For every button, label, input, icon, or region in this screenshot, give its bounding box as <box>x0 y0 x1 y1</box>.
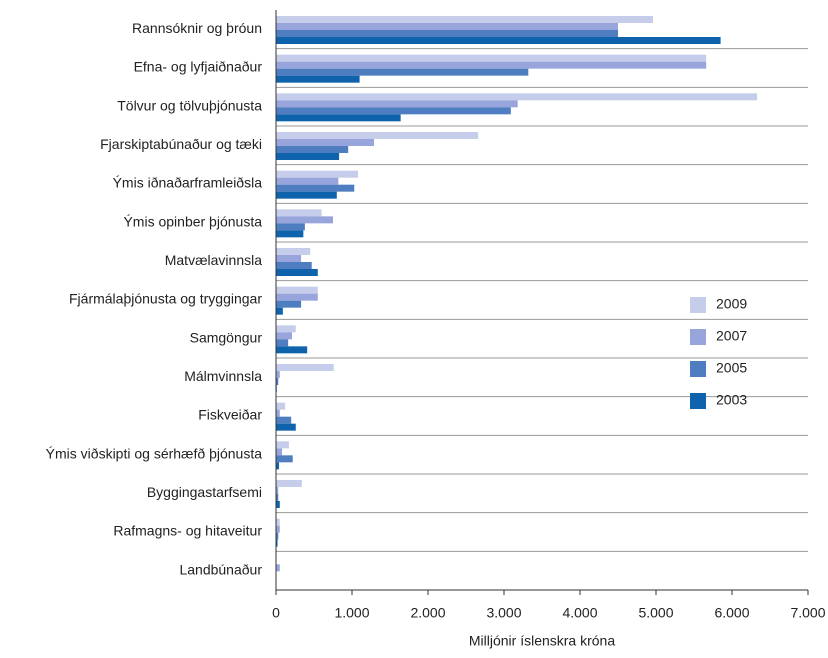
x-tick-label: 6.000 <box>714 605 749 621</box>
bar <box>276 307 283 315</box>
bar <box>276 93 758 101</box>
x-tick-label: 3.000 <box>486 605 521 621</box>
bar <box>276 100 518 108</box>
bar <box>276 423 296 431</box>
x-tick-label: 7.000 <box>790 605 825 621</box>
bar <box>276 75 360 83</box>
bar <box>276 325 296 333</box>
bar <box>276 364 334 371</box>
y-tick-label: Efna- og lyfjaiðnaður <box>134 59 263 75</box>
bar <box>276 332 292 340</box>
bar <box>276 54 707 62</box>
bar <box>276 170 359 178</box>
bar <box>276 448 283 456</box>
bar <box>276 416 292 424</box>
legend-swatch <box>690 393 706 409</box>
legend-swatch <box>690 361 706 377</box>
y-tick-label: Ýmis viðskipti og sérhæfð þjónusta <box>46 445 263 461</box>
x-tick-label: 1.000 <box>334 605 369 621</box>
bar <box>276 402 286 410</box>
bar <box>276 455 293 463</box>
bar <box>276 269 318 276</box>
bar <box>276 146 349 153</box>
bar <box>276 564 280 572</box>
bar <box>276 255 302 262</box>
bar <box>276 248 311 255</box>
legend-label: 2009 <box>716 296 747 312</box>
y-tick-label: Matvælavinnsla <box>165 252 262 268</box>
y-tick-label: Rannsóknir og þróun <box>132 20 262 36</box>
bar <box>276 501 280 508</box>
bar <box>276 61 707 69</box>
bar <box>276 539 278 547</box>
bar <box>276 16 653 23</box>
bar <box>276 339 289 347</box>
y-tick-label: Fjármálaþjónusta og tryggingar <box>69 291 262 307</box>
y-tick-label: Tölvur og tölvuþjónusta <box>117 97 262 113</box>
bar <box>276 346 308 354</box>
legend-label: 2005 <box>716 360 747 376</box>
bar <box>276 262 312 269</box>
bar <box>276 177 339 185</box>
bar <box>276 223 305 231</box>
bar <box>276 300 302 308</box>
x-tick-label: 5.000 <box>638 605 673 621</box>
legend-swatch <box>690 329 706 345</box>
bar <box>276 23 618 30</box>
y-tick-label: Rafmagns- og hitaveitur <box>113 523 262 539</box>
x-axis-title: Milljónir íslenskra króna <box>469 633 615 649</box>
bar <box>276 378 279 385</box>
x-tick-label: 2.000 <box>410 605 445 621</box>
bar <box>276 409 280 417</box>
legend-label: 2003 <box>716 392 747 408</box>
y-tick-label: Byggingastarfsemi <box>147 484 262 500</box>
bar <box>276 532 279 540</box>
y-tick-label: Fiskveiðar <box>198 407 262 423</box>
x-tick-label: 0 <box>272 605 280 621</box>
y-tick-label: Málmvinnsla <box>184 368 262 384</box>
bar <box>276 37 721 44</box>
bar <box>276 139 375 146</box>
bar <box>276 480 302 487</box>
bar <box>276 494 279 501</box>
x-tick-label: 4.000 <box>562 605 597 621</box>
bar <box>276 184 355 192</box>
bar <box>276 209 322 217</box>
bar <box>276 525 280 533</box>
bar <box>276 132 479 139</box>
bar <box>276 441 289 449</box>
bar <box>276 286 318 294</box>
bar <box>276 293 318 301</box>
y-tick-label: Samgöngur <box>190 329 263 345</box>
legend-label: 2007 <box>716 328 747 344</box>
bar <box>276 107 511 115</box>
bar <box>276 153 340 160</box>
y-tick-label: Ýmis iðnaðarframleiðsla <box>113 175 263 191</box>
y-tick-label: Ýmis opinber þjónusta <box>123 213 262 229</box>
bar <box>276 487 279 494</box>
bar <box>276 462 280 470</box>
bar <box>276 518 280 526</box>
bar <box>276 114 401 122</box>
bar <box>276 68 529 76</box>
legend-swatch <box>690 297 706 313</box>
y-tick-label: Fjarskiptabúnaður og tæki <box>100 136 262 152</box>
bar <box>276 371 280 378</box>
y-tick-label: Landbúnaður <box>179 561 262 577</box>
bar <box>276 230 304 238</box>
bar <box>276 191 337 199</box>
bar <box>276 216 333 224</box>
bar <box>276 30 618 37</box>
